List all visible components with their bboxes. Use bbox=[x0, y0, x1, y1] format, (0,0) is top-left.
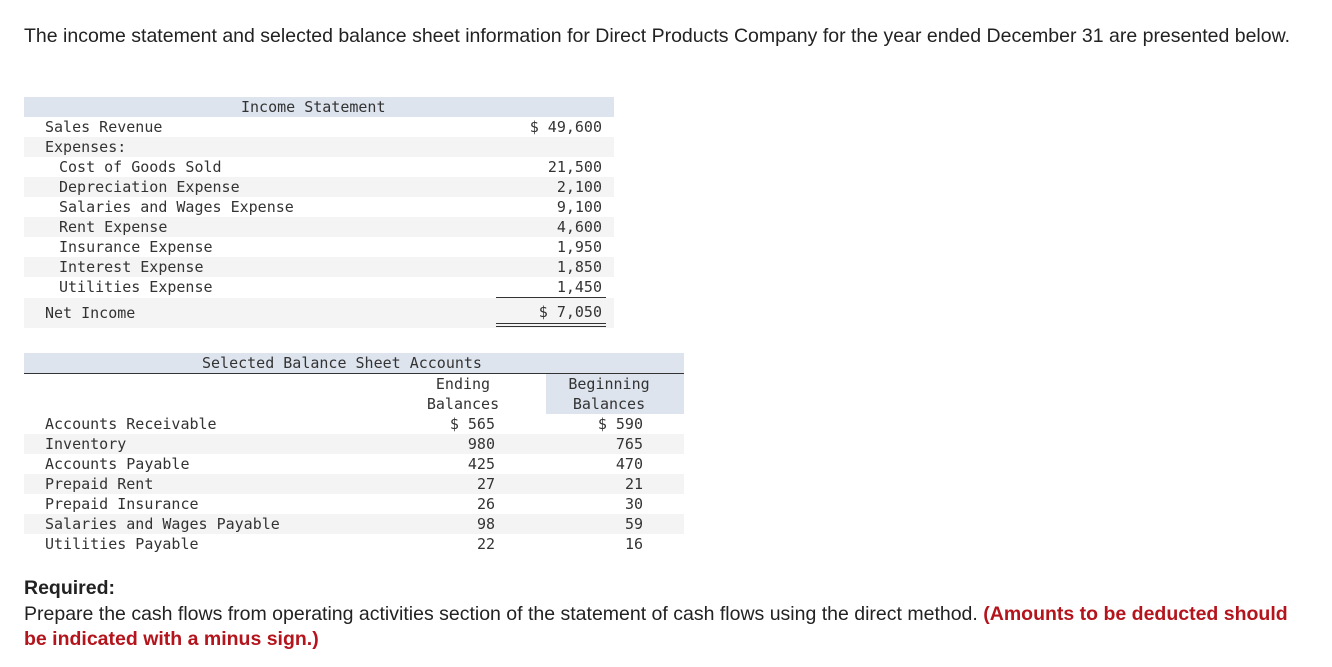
beginning-balance: 30 bbox=[624, 495, 643, 513]
stripe bbox=[24, 434, 684, 454]
account-label: Inventory bbox=[45, 435, 127, 453]
expense-value: 1,950 bbox=[556, 238, 602, 256]
beginning-balance: 59 bbox=[624, 515, 643, 533]
account-label: Salaries and Wages Payable bbox=[45, 515, 280, 533]
expense-label: Rent Expense bbox=[59, 218, 168, 236]
beginning-balance: 16 bbox=[624, 535, 643, 553]
balance-title-band bbox=[24, 353, 684, 373]
expenses-label: Expenses: bbox=[45, 138, 127, 156]
stripe bbox=[24, 137, 614, 157]
sales-label: Sales Revenue bbox=[45, 118, 163, 136]
expense-value: 2,100 bbox=[556, 178, 602, 196]
ending-balance: $ 565 bbox=[449, 415, 495, 433]
expense-label: Utilities Expense bbox=[59, 278, 213, 296]
expense-label: Depreciation Expense bbox=[59, 178, 240, 196]
expense-label: Salaries and Wages Expense bbox=[59, 198, 294, 216]
account-label: Accounts Payable bbox=[45, 455, 190, 473]
stripe bbox=[24, 474, 684, 494]
required-instructions: Prepare the cash flows from operating ac… bbox=[24, 602, 1314, 652]
income-statement-title: Income Statement bbox=[241, 98, 386, 116]
beginning-balance: 470 bbox=[615, 455, 643, 473]
beginning-balance: 21 bbox=[624, 475, 643, 493]
beginning-header-band bbox=[546, 374, 684, 414]
required-text: Prepare the cash flows from operating ac… bbox=[24, 603, 978, 625]
net-income-value: $ 7,050 bbox=[538, 303, 602, 321]
stripe bbox=[24, 177, 614, 197]
subtotal-rule bbox=[496, 297, 606, 298]
required-note: (Amounts to be deducted should be indica… bbox=[24, 603, 1288, 650]
beginning-balance: 765 bbox=[615, 435, 643, 453]
total-rule bbox=[496, 323, 606, 324]
ending-header-line1: Ending bbox=[435, 375, 491, 393]
expense-value: 1,450 bbox=[556, 278, 602, 296]
stripe bbox=[24, 257, 614, 277]
expense-value: 9,100 bbox=[556, 198, 602, 216]
account-label: Prepaid Rent bbox=[45, 475, 154, 493]
account-label: Prepaid Insurance bbox=[45, 495, 199, 513]
expense-label: Insurance Expense bbox=[59, 238, 213, 256]
total-double-rule bbox=[496, 326, 606, 327]
intro-text: The income statement and selected balanc… bbox=[24, 25, 1291, 47]
ending-balance: 22 bbox=[476, 535, 495, 553]
sales-value: $ 49,600 bbox=[529, 118, 602, 136]
expense-label: Interest Expense bbox=[59, 258, 204, 276]
expense-value: 4,600 bbox=[556, 218, 602, 236]
account-label: Utilities Payable bbox=[45, 535, 199, 553]
header-rule bbox=[24, 373, 684, 374]
ending-balance: 27 bbox=[476, 475, 495, 493]
stripe bbox=[24, 217, 614, 237]
beginning-header-line1: Beginning bbox=[568, 375, 650, 393]
net-income-label: Net Income bbox=[45, 304, 136, 322]
ending-balance: 26 bbox=[476, 495, 495, 513]
ending-balance: 425 bbox=[467, 455, 495, 473]
ending-balance: 98 bbox=[476, 515, 495, 533]
expense-value: 1,850 bbox=[556, 258, 602, 276]
income-header-band bbox=[24, 97, 614, 117]
account-label: Accounts Receivable bbox=[45, 415, 217, 433]
ending-balance: 980 bbox=[467, 435, 495, 453]
stripe bbox=[24, 514, 684, 534]
ending-header-line2: Balances bbox=[426, 395, 500, 413]
expense-label: Cost of Goods Sold bbox=[59, 158, 222, 176]
expense-value: 21,500 bbox=[547, 158, 602, 176]
balance-sheet-title: Selected Balance Sheet Accounts bbox=[202, 354, 482, 372]
required-heading: Required: bbox=[24, 577, 116, 599]
beginning-header-line2: Balances bbox=[572, 395, 646, 413]
beginning-balance: $ 590 bbox=[597, 415, 643, 433]
